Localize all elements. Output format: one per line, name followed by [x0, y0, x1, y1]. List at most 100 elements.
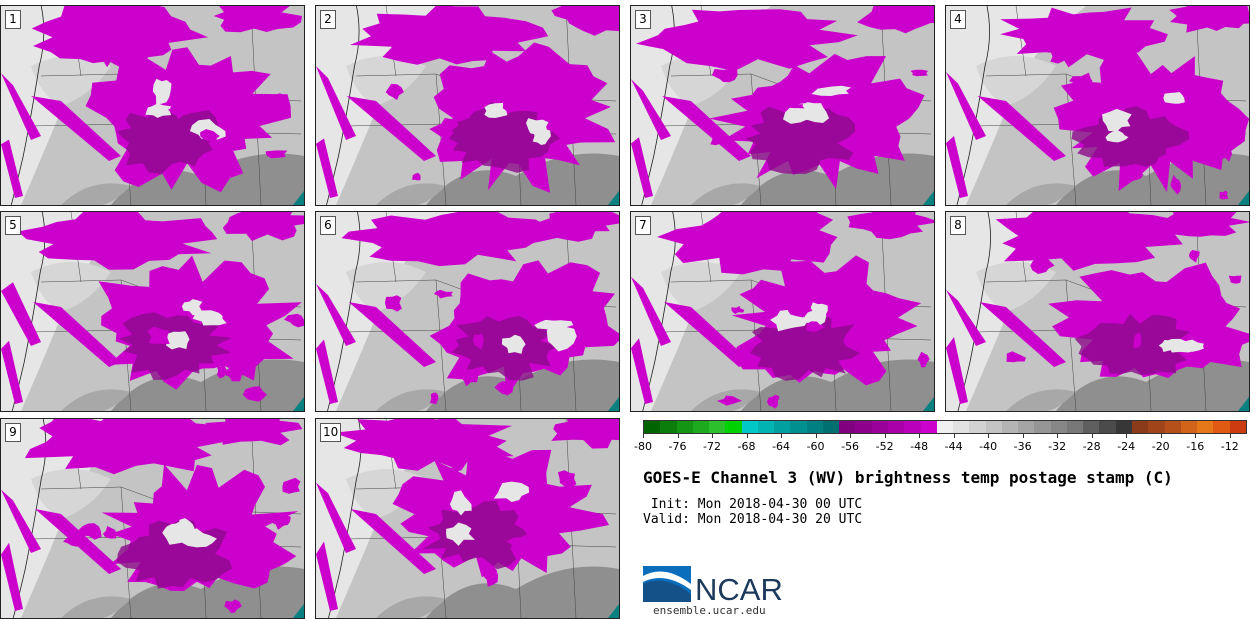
cold-cloud-cell	[217, 362, 227, 379]
cold-cloud-cell	[224, 599, 242, 614]
dark-gray-region	[426, 566, 619, 618]
cold-cloud-shield	[857, 6, 934, 34]
dry-air-region	[346, 56, 426, 106]
color-scale-tick-label: -44	[944, 440, 963, 453]
member-panel-10: 10	[315, 418, 620, 619]
cold-cloud-band	[348, 302, 436, 367]
color-scale-tick	[1022, 434, 1024, 438]
clear-gap	[1163, 92, 1185, 104]
cold-cloud-shield	[222, 212, 304, 241]
cold-cloud-band	[1, 489, 41, 553]
state-border	[435, 279, 447, 411]
color-scale-tick-label: -36	[1013, 440, 1032, 453]
color-scale-tick	[953, 434, 955, 438]
cold-cloud-cell	[507, 60, 520, 70]
clear-gap	[493, 481, 530, 502]
member-number-label: 6	[320, 216, 336, 235]
cold-cloud-cell	[1069, 72, 1093, 89]
cold-cloud-cell	[429, 392, 439, 405]
cold-cloud-cell	[483, 565, 499, 587]
clear-gap	[181, 299, 203, 316]
dark-gray-region	[1056, 153, 1249, 205]
color-scale-tick-label: -52	[875, 440, 894, 453]
dry-air-region	[976, 56, 1056, 106]
color-scale-tick	[1160, 434, 1162, 438]
cold-cloud-band	[316, 541, 338, 611]
cold-cloud-shield	[213, 6, 302, 33]
color-swatch	[1034, 421, 1051, 433]
cold-cloud-band	[316, 66, 356, 140]
member-panel-8: 8	[945, 211, 1250, 412]
clear-gap	[449, 490, 472, 516]
dark-gray-region	[61, 596, 131, 618]
map-view	[631, 6, 934, 205]
cold-cloud-cell	[265, 150, 288, 159]
ncar-logo-swoosh	[643, 571, 691, 590]
color-swatch	[839, 421, 856, 433]
clear-gap	[152, 78, 172, 105]
dry-air-region	[1, 419, 141, 618]
color-swatch	[822, 421, 840, 433]
cold-cloud-band	[946, 289, 986, 346]
cold-cloud-cell	[282, 477, 301, 494]
color-scale-tick	[643, 434, 644, 438]
dry-air-region	[316, 6, 456, 205]
member-number-label: 5	[5, 216, 21, 235]
cold-cloud-band	[979, 302, 1066, 367]
warm-region	[923, 191, 934, 205]
cold-cloud-cell	[910, 69, 928, 77]
dark-gray-region	[741, 153, 934, 205]
dry-air-region	[661, 56, 741, 106]
cold-cloud-band	[631, 276, 671, 346]
cold-cloud-shield	[205, 419, 303, 446]
cold-cloud-band	[631, 338, 653, 404]
member-number-label: 1	[5, 10, 21, 29]
color-scale-tick-label: -72	[703, 440, 721, 453]
color-swatch	[676, 421, 693, 433]
warm-region	[293, 397, 304, 411]
cold-cloud-shield	[551, 6, 619, 36]
dry-air-region	[631, 6, 771, 205]
clear-gap	[180, 528, 217, 548]
cold-cloud-core	[422, 500, 528, 570]
cold-cloud-shield	[636, 9, 858, 72]
color-swatch	[953, 421, 970, 433]
color-swatch	[936, 421, 954, 433]
cold-cloud-band	[1, 139, 23, 198]
color-scale-tick	[815, 434, 817, 438]
map-view	[946, 212, 1249, 411]
color-swatch	[644, 421, 661, 433]
cold-cloud-shield	[1161, 212, 1249, 237]
color-scale-tick-label: -64	[772, 440, 791, 453]
member-number-label: 4	[950, 10, 966, 29]
color-scale-tick	[988, 434, 990, 438]
cold-cloud-core	[451, 315, 559, 381]
color-swatch	[1066, 421, 1084, 433]
clear-gap	[783, 102, 820, 124]
color-scale-tick	[884, 434, 886, 438]
color-scale-tick-label: -16	[1186, 440, 1205, 453]
cold-cloud-cell	[1188, 250, 1200, 263]
color-swatch	[1050, 421, 1067, 433]
dry-air-region	[31, 262, 111, 312]
cold-cloud-cell	[1228, 275, 1242, 284]
color-scale-tick	[1057, 434, 1059, 438]
figure-title: GOES-E Channel 3 (WV) brightness temp po…	[643, 468, 1173, 487]
cold-cloud-shield	[350, 6, 549, 65]
cold-cloud-shield	[657, 212, 838, 275]
cold-cloud-core	[1074, 313, 1191, 375]
color-scale-tick-label: -32	[1048, 440, 1067, 453]
cold-cloud-cell	[102, 526, 118, 539]
member-panel-7: 7	[630, 211, 935, 412]
member-panel-1: 1	[0, 5, 305, 206]
color-scale-tick	[746, 434, 748, 438]
cold-cloud-band	[1, 73, 41, 140]
ncar-logo-text: NCAR	[695, 572, 783, 606]
cold-cloud-cell	[806, 321, 826, 332]
cold-cloud-cell	[1170, 174, 1182, 195]
color-swatch	[1001, 421, 1019, 433]
member-number-label: 3	[635, 10, 651, 29]
cold-cloud-band	[31, 96, 121, 161]
color-swatch	[969, 421, 986, 433]
dark-gray-region	[741, 359, 934, 411]
